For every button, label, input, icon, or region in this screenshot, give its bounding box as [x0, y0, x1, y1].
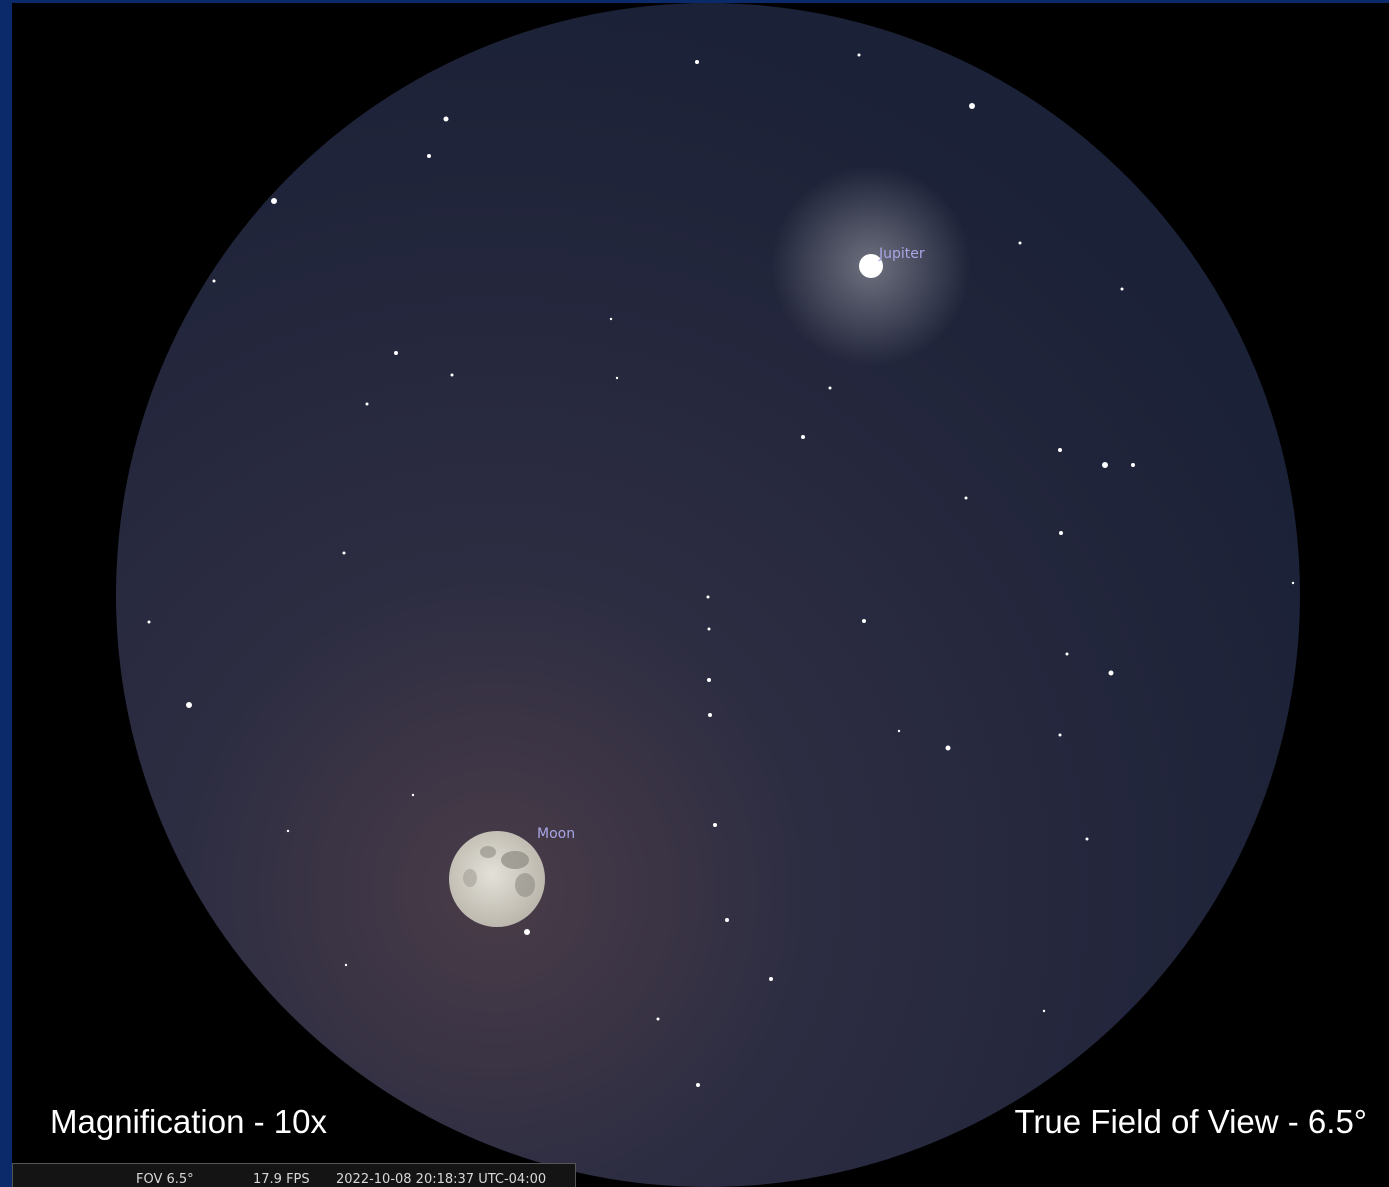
star — [1292, 582, 1294, 584]
star — [708, 628, 711, 631]
star — [616, 377, 618, 379]
star — [708, 713, 712, 717]
star — [394, 351, 398, 355]
star — [287, 830, 289, 832]
star — [427, 154, 431, 158]
star — [1121, 288, 1124, 291]
star — [1102, 462, 1108, 468]
moon[interactable] — [449, 831, 545, 927]
fov-caption: True Field of View - 6.5° — [1014, 1103, 1367, 1140]
star — [186, 702, 192, 708]
star — [801, 435, 805, 439]
star — [725, 918, 729, 922]
star — [657, 1018, 660, 1021]
star — [965, 497, 968, 500]
status-datetime: 2022-10-08 20:18:37 UTC-04:00 — [336, 1172, 546, 1187]
star — [148, 621, 151, 624]
star — [713, 823, 717, 827]
star — [412, 794, 414, 796]
star — [1131, 463, 1135, 467]
star — [829, 387, 832, 390]
star — [696, 1083, 700, 1087]
star — [1058, 448, 1062, 452]
star — [946, 746, 951, 751]
star — [524, 929, 530, 935]
star — [451, 374, 454, 377]
star — [444, 117, 449, 122]
star — [707, 678, 711, 682]
star — [271, 198, 277, 204]
star — [695, 60, 699, 64]
status-fps: 17.9 FPS — [253, 1172, 310, 1187]
star — [1043, 1010, 1045, 1012]
star — [1066, 653, 1069, 656]
star — [213, 280, 216, 283]
star — [862, 619, 866, 623]
magnification-caption: Magnification - 10x — [50, 1103, 327, 1140]
star — [969, 103, 975, 109]
star — [610, 318, 612, 320]
star — [345, 964, 347, 966]
star — [858, 54, 861, 57]
star — [707, 596, 710, 599]
star — [1059, 531, 1063, 535]
star — [898, 730, 900, 732]
star — [343, 552, 346, 555]
star — [1086, 838, 1089, 841]
star — [366, 403, 369, 406]
star — [1059, 734, 1062, 737]
status-fov: FOV 6.5° — [136, 1172, 194, 1187]
stellarium-view: Jupiter Moon Magnification - 10x True Fi… — [0, 0, 1389, 1187]
page: Jupiter Moon Magnification - 10x True Fi… — [0, 0, 1389, 1187]
jupiter-label: Jupiter — [878, 246, 925, 262]
star — [769, 977, 773, 981]
star — [1109, 671, 1114, 676]
moon-label: Moon — [537, 826, 575, 842]
star — [1019, 242, 1022, 245]
eyepiece-field — [116, 3, 1300, 1187]
